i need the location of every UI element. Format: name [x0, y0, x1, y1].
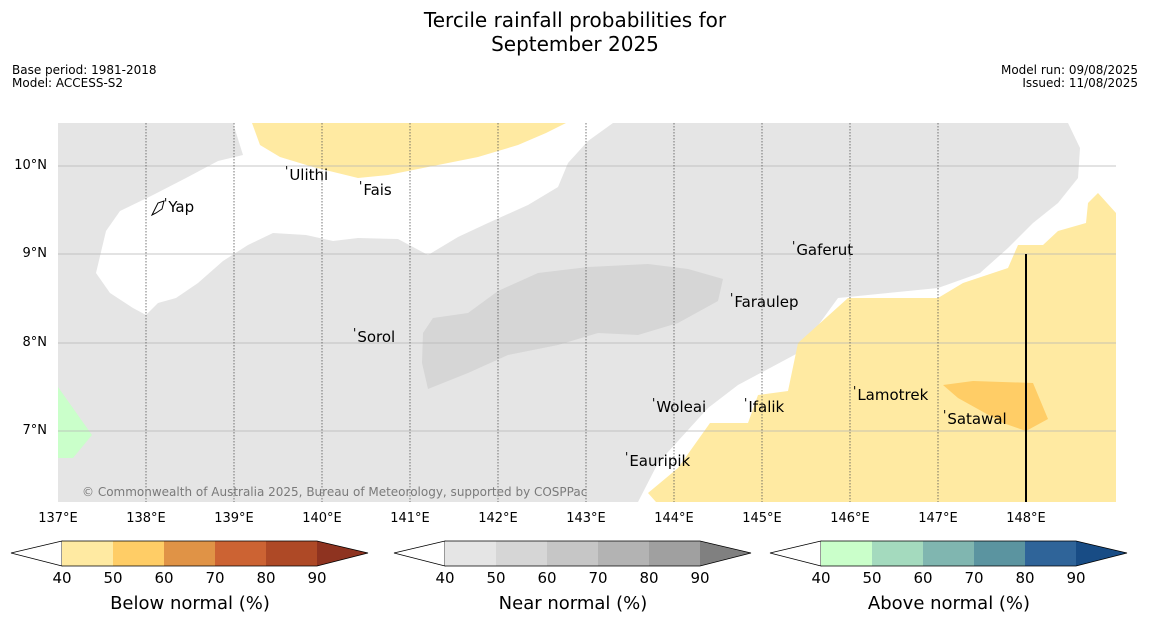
- cbar-near-label: Near normal (%): [498, 593, 648, 614]
- cbar-below-seg-40: [62, 541, 113, 566]
- place-yap: Yap: [164, 198, 194, 216]
- no-skill-region: [96, 123, 613, 315]
- longitude-grid: [145, 123, 939, 502]
- cbar-below-seg-50: [113, 541, 164, 566]
- meta-left: Base period: 1981-2018 Model: ACCESS-S2: [12, 64, 157, 90]
- lon-label-138e: 138°E: [126, 511, 166, 526]
- lon-label-147e: 147°E: [918, 511, 958, 526]
- lon-label-140e: 140°E: [302, 511, 342, 526]
- cbar-near-seg-40: [445, 541, 496, 566]
- cbar-near-seg-70: [598, 541, 649, 566]
- above-normal-patch: [58, 387, 92, 458]
- cbar-below-seg-80: [266, 541, 317, 566]
- colorbar-below-normal-bar: [10, 540, 369, 567]
- place-lamotrek: Lamotrek: [853, 386, 928, 404]
- cbar-above-tick: 90: [1066, 569, 1086, 587]
- cbar-below-label: Below normal (%): [110, 593, 270, 614]
- lon-label-142e: 142°E: [478, 511, 518, 526]
- lon-label-144e: 144°E: [654, 511, 694, 526]
- cbar-above-tick: 80: [1015, 569, 1035, 587]
- colorbar-above-normal-bar: [769, 540, 1128, 567]
- issued-date: Issued: 11/08/2025: [1022, 76, 1138, 90]
- cbar-above-seg-40: [821, 541, 872, 566]
- cbar-near-seg-60: [547, 541, 598, 566]
- lat-label-9n: 9°N: [22, 246, 48, 261]
- lon-label-145e: 145°E: [742, 511, 782, 526]
- cbar-below-arrow-low: [10, 540, 63, 567]
- colorbar-near-normal-bar: [393, 540, 752, 567]
- lon-label-139e: 139°E: [214, 511, 254, 526]
- base-period: Base period: 1981-2018: [12, 63, 157, 77]
- cbar-near-tick: 90: [690, 569, 710, 587]
- place-fais: Fais: [359, 181, 391, 199]
- cbar-below-arrow-high: [317, 541, 368, 566]
- cbar-below-tick: 80: [256, 569, 276, 587]
- lat-label-8n: 8°N: [22, 335, 48, 350]
- cbar-near-tick: 70: [588, 569, 608, 587]
- cbar-near-seg-50: [496, 541, 547, 566]
- cbar-above-seg-60: [923, 541, 974, 566]
- place-gaferut: Gaferut: [792, 241, 853, 259]
- cbar-below-tick: 90: [307, 569, 327, 587]
- cbar-above-tick: 40: [811, 569, 831, 587]
- cbar-near-tick: 60: [537, 569, 557, 587]
- cbar-above-tick: 70: [964, 569, 984, 587]
- lon-label-148e: 148°E: [1006, 511, 1046, 526]
- map-panel: [58, 123, 1116, 502]
- place-ulithi: Ulithi: [285, 166, 328, 184]
- cbar-near-arrow-high: [700, 541, 751, 566]
- copyright-notice: © Commonwealth of Australia 2025, Bureau…: [82, 485, 588, 499]
- near-normal-strong-patch: [422, 264, 723, 389]
- below-normal-north: [252, 123, 566, 178]
- cbar-below-tick: 40: [52, 569, 72, 587]
- cbar-above-arrow-high: [1076, 541, 1127, 566]
- below-normal-strong-patch: [943, 381, 1048, 431]
- lon-label-146e: 146°E: [830, 511, 870, 526]
- model-run: Model run: 09/08/2025: [1000, 63, 1138, 77]
- place-faraulep: Faraulep: [730, 293, 798, 311]
- cbar-below-tick: 60: [154, 569, 174, 587]
- cbar-above-seg-70: [974, 541, 1025, 566]
- cbar-below-tick: 50: [103, 569, 123, 587]
- cbar-above-tick: 60: [913, 569, 933, 587]
- model-name: Model: ACCESS-S2: [12, 76, 124, 90]
- cbar-near-tick: 50: [486, 569, 506, 587]
- cbar-below-outline: [62, 540, 369, 567]
- lon-label-137e: 137°E: [38, 511, 78, 526]
- yap-island-icon: [150, 200, 165, 217]
- cbar-above-outline: [821, 540, 1128, 567]
- title-line-1: Tercile rainfall probabilities for: [423, 8, 727, 32]
- meta-right: Model run: 09/08/2025 Issued: 11/08/2025: [1001, 64, 1138, 90]
- lon-label-141e: 141°E: [390, 511, 430, 526]
- lat-label-7n: 7°N: [22, 423, 48, 438]
- cbar-near-seg-80: [649, 541, 700, 566]
- cbar-above-seg-50: [872, 541, 923, 566]
- place-satawal: Satawal: [943, 410, 1006, 428]
- cbar-below-tick: 70: [205, 569, 225, 587]
- map-svg: [58, 123, 1116, 502]
- cbar-above-label: Above normal (%): [867, 593, 1031, 614]
- lon-label-143e: 143°E: [566, 511, 606, 526]
- cbar-near-arrow-low: [393, 540, 446, 567]
- cbar-below-seg-70: [215, 541, 266, 566]
- cbar-below-seg-60: [164, 541, 215, 566]
- chart-title: Tercile rainfall probabilities for Septe…: [0, 8, 1150, 56]
- place-woleai: Woleai: [652, 398, 706, 416]
- cbar-above-seg-80: [1025, 541, 1076, 566]
- place-ifalik: Ifalik: [744, 398, 784, 416]
- cbar-above-arrow-low: [769, 540, 822, 567]
- place-eauripik: Eauripik: [625, 452, 690, 470]
- cbar-near-tick: 40: [435, 569, 455, 587]
- lat-label-10n: 10°N: [14, 158, 47, 173]
- place-sorol: Sorol: [353, 328, 395, 346]
- cbar-near-tick: 80: [639, 569, 659, 587]
- cbar-near-outline: [445, 540, 752, 567]
- title-line-2: September 2025: [491, 32, 659, 56]
- cbar-above-tick: 50: [862, 569, 882, 587]
